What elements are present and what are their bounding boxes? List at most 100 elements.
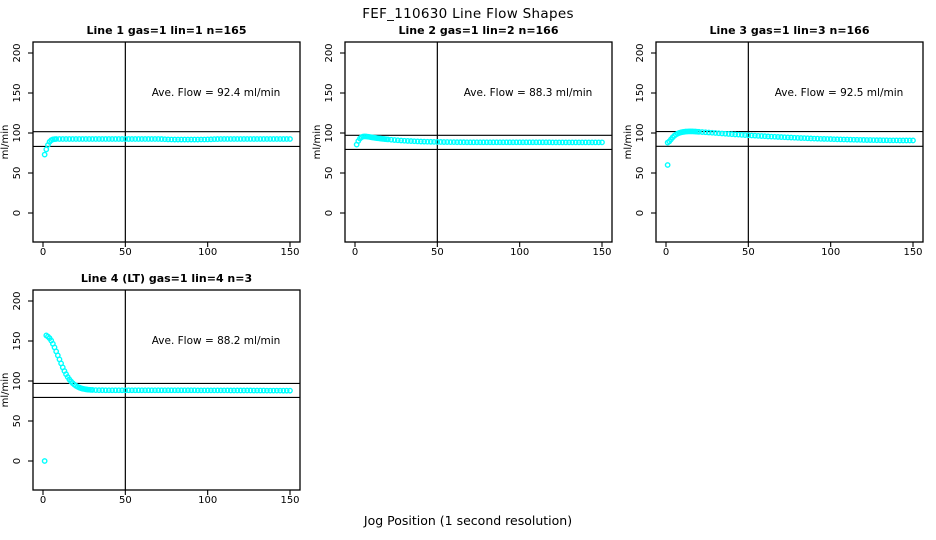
- data-point: [404, 138, 411, 144]
- data-point: [566, 139, 572, 146]
- data-point: [490, 139, 497, 146]
- y-tick-label: 50: [12, 167, 23, 180]
- data-point: [755, 132, 762, 139]
- data-point: [738, 131, 745, 138]
- data-point: [831, 136, 837, 143]
- data-point: [742, 132, 748, 138]
- data-point: [99, 387, 106, 394]
- data-points-layer: [664, 128, 916, 168]
- data-points-layer: [41, 332, 293, 464]
- data-point: [105, 387, 112, 394]
- data-point: [477, 139, 484, 146]
- data-point: [480, 139, 487, 146]
- data-point: [237, 136, 244, 142]
- data-point: [768, 133, 775, 140]
- plot-box: [32, 289, 301, 491]
- data-point: [125, 387, 132, 394]
- data-point: [752, 132, 758, 139]
- data-point: [122, 136, 129, 142]
- data-point: [887, 137, 893, 144]
- data-point: [148, 387, 155, 394]
- y-tick-label: 150: [635, 83, 646, 102]
- data-point: [152, 387, 158, 394]
- data-point: [411, 138, 418, 145]
- panel-svg: Line 2 gas=1 lin=2 n=166 0 50 100 150 0 50 100 1…: [312, 24, 613, 258]
- data-point: [543, 139, 549, 146]
- y-axis-label: ml/min: [0, 373, 11, 408]
- ave-flow-annotation: Ave. Flow = 88.3 ml/min: [464, 87, 593, 99]
- data-point: [188, 387, 195, 394]
- data-point: [844, 136, 851, 143]
- data-point: [79, 136, 86, 142]
- x-tick-label: 100: [198, 495, 217, 506]
- ave-flow-annotation: Ave. Flow = 88.2 ml/min: [152, 335, 281, 347]
- data-point: [41, 458, 48, 464]
- data-point: [247, 387, 254, 394]
- data-point: [273, 387, 280, 394]
- data-point: [808, 135, 814, 142]
- data-point: [854, 136, 860, 143]
- data-point: [732, 131, 739, 138]
- ave-flow-annotation: Ave. Flow = 92.4 ml/min: [152, 87, 281, 99]
- data-point: [427, 138, 434, 145]
- data-point: [158, 387, 165, 394]
- data-point: [464, 139, 470, 146]
- data-point: [135, 387, 142, 394]
- data-point: [221, 136, 228, 142]
- panel-title: Line 3 gas=1 lin=3 n=166: [709, 24, 869, 37]
- data-point: [96, 387, 102, 394]
- data-point: [138, 387, 145, 394]
- data-point: [421, 138, 428, 145]
- y-axis-label: ml/min: [623, 125, 634, 160]
- data-point: [129, 136, 135, 142]
- data-point: [821, 136, 827, 142]
- data-point: [198, 387, 204, 394]
- data-point: [82, 136, 89, 142]
- data-point: [66, 136, 73, 142]
- data-point: [824, 136, 831, 142]
- y-tick-label: 200: [12, 43, 23, 62]
- data-point: [556, 139, 563, 146]
- data-point: [185, 136, 191, 143]
- data-point: [191, 136, 198, 143]
- y-axis-label: ml/min: [312, 125, 323, 160]
- data-point: [283, 387, 290, 394]
- data-point: [148, 136, 155, 142]
- data-point: [414, 138, 421, 145]
- data-point: [231, 136, 237, 142]
- data-point: [214, 136, 221, 142]
- panel-line-2: Line 2 gas=1 lin=2 n=166 0 50 100 150 0 50 100 1…: [312, 17, 622, 267]
- data-point: [73, 136, 79, 142]
- x-tick-label: 100: [198, 247, 217, 258]
- data-point: [217, 136, 224, 142]
- panel-line-3: Line 3 gas=1 lin=3 n=166 0 50 100 150 0 50 100 1…: [623, 17, 933, 267]
- y-tick-label: 100: [12, 123, 23, 142]
- data-points-layer: [353, 133, 605, 148]
- data-point: [109, 136, 116, 142]
- data-point: [155, 136, 162, 142]
- data-point: [715, 130, 722, 137]
- data-point: [431, 138, 437, 145]
- data-point: [175, 136, 181, 143]
- data-point: [260, 136, 267, 142]
- data-point: [579, 139, 586, 146]
- data-point: [487, 139, 493, 146]
- data-point: [119, 136, 125, 142]
- y-tick-label: 200: [324, 43, 335, 62]
- data-point: [152, 136, 158, 142]
- data-point: [231, 387, 237, 394]
- data-point: [804, 135, 811, 142]
- y-tick-label: 0: [12, 458, 23, 464]
- data-point: [178, 136, 185, 143]
- data-point: [712, 130, 719, 136]
- data-point: [132, 136, 139, 142]
- data-point: [89, 136, 96, 142]
- data-point: [784, 134, 791, 141]
- data-point: [699, 129, 706, 135]
- data-point: [96, 136, 102, 142]
- plot-box: [32, 41, 301, 243]
- data-point: [837, 136, 844, 143]
- y-tick-label: 100: [12, 371, 23, 390]
- x-tick-label: 0: [40, 495, 46, 506]
